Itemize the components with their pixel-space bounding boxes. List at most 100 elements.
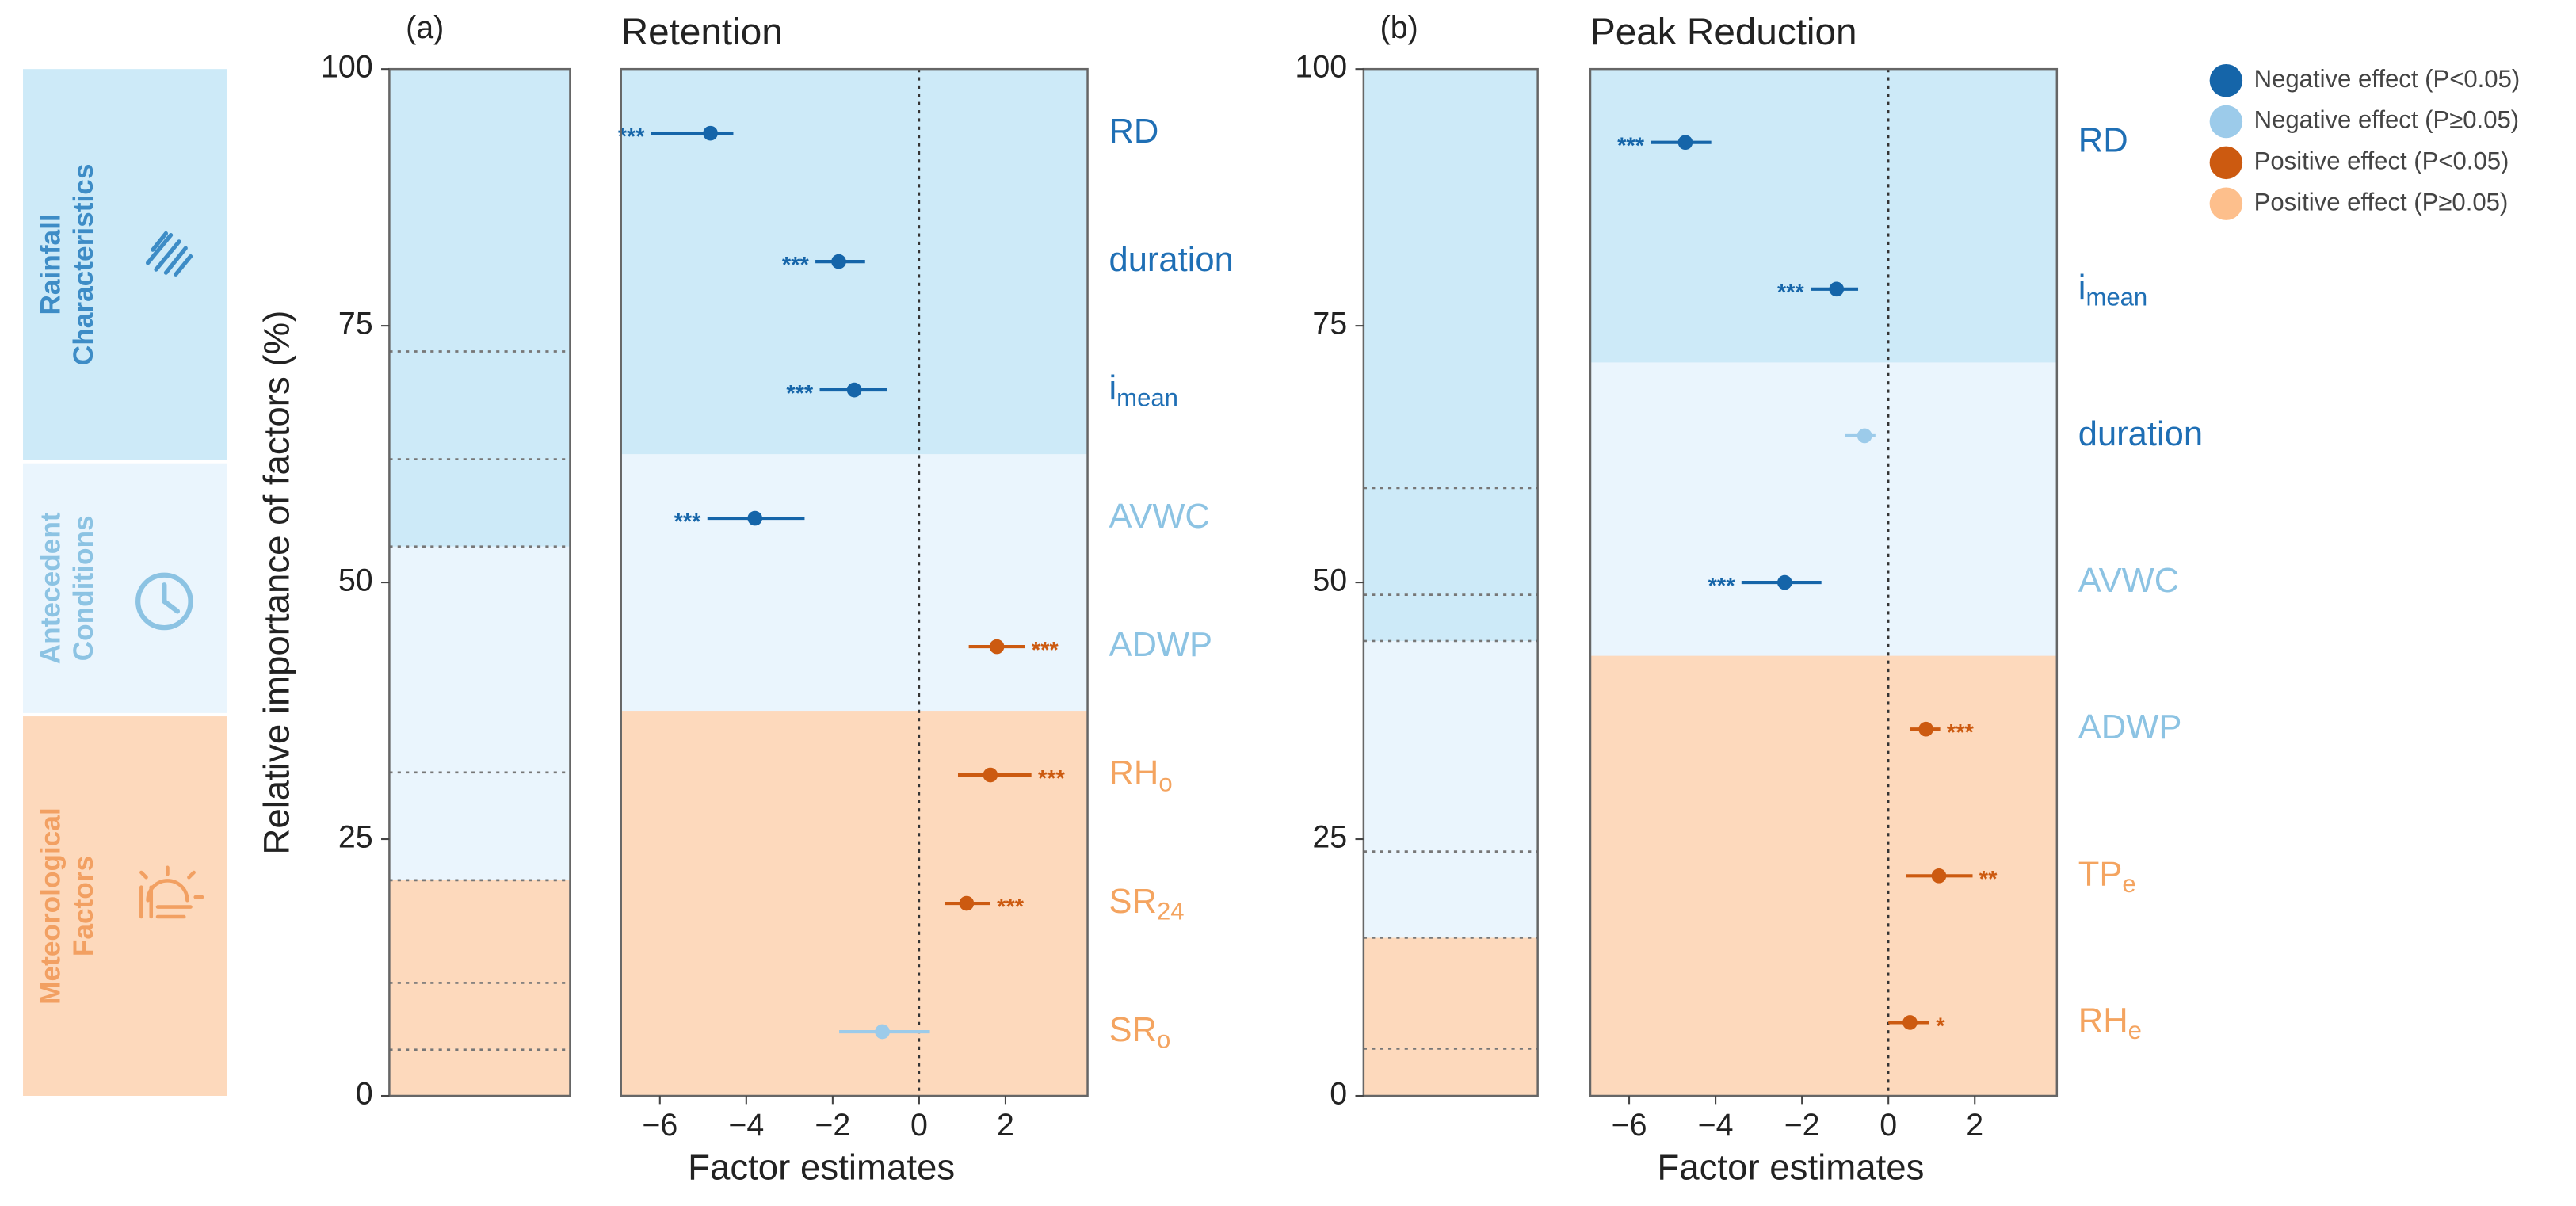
factor-label: duration [1109, 241, 1234, 279]
rain-icon [146, 231, 193, 277]
y-tick-label: 0 [356, 1076, 373, 1111]
group-icons [135, 231, 204, 919]
factor-label-main: i [1109, 369, 1117, 407]
factor-label-subscript: 24 [1157, 898, 1185, 925]
group-label: Characteristics [68, 164, 99, 366]
x-tick-label: 0 [1880, 1108, 1897, 1143]
significance-stars: *** [618, 124, 646, 150]
estimate-point [703, 125, 718, 141]
factor-label-main: duration [2078, 414, 2203, 452]
importance-segment [1363, 851, 1538, 938]
row-band [620, 839, 1088, 969]
row-band [620, 454, 1088, 584]
importance-segment [1363, 69, 1538, 488]
row-band [1589, 802, 2057, 950]
importance-segment [389, 69, 571, 352]
significance-stars: *** [1617, 134, 1645, 159]
estimate-point [1902, 1015, 1918, 1030]
group-label: Factors [68, 856, 99, 956]
x-tick-label: −6 [642, 1108, 677, 1143]
row-band [1589, 509, 2057, 657]
y-tick-label: 100 [1295, 50, 1347, 85]
group-panel [23, 463, 227, 713]
estimate-point [1677, 135, 1693, 151]
importance-segment [1363, 594, 1538, 641]
significance-stars: * [1936, 1013, 1945, 1039]
x-tick-label: 2 [1966, 1108, 1983, 1143]
group-label: Rainfall [36, 214, 67, 315]
estimate-point [846, 382, 862, 398]
x-tick-label: −2 [1784, 1108, 1820, 1143]
estimate-point [1829, 281, 1845, 297]
factor-label-subscript: e [2122, 870, 2135, 898]
x-tick-label: −4 [1698, 1108, 1734, 1143]
sun-icon [139, 865, 204, 919]
x-tick-label: 2 [997, 1108, 1014, 1143]
estimate-point [1857, 428, 1872, 444]
factor-label-main: ADWP [2078, 708, 2182, 746]
legend-marker [2209, 105, 2243, 139]
factor-label: RD [2078, 121, 2128, 159]
clock-icon [135, 572, 193, 631]
group-panel [23, 716, 227, 1097]
legend-label: Positive effect (P<0.05) [2254, 147, 2509, 175]
importance-segment [1363, 1048, 1538, 1097]
y-tick-label: 0 [1330, 1076, 1347, 1111]
estimate-point [1777, 574, 1792, 590]
significance-stars: *** [1947, 720, 1975, 746]
importance-segment [389, 880, 571, 983]
y-axis-label: Relative importance of factors (%) [257, 311, 297, 855]
y-tick-label: 75 [338, 307, 373, 342]
factor-label: RHo [1109, 754, 1173, 797]
y-tick-label: 50 [1312, 563, 1347, 597]
importance-segment [1363, 487, 1538, 595]
y-tick-label: 75 [1312, 307, 1347, 342]
importance-segment [1363, 937, 1538, 1049]
estimate-point [831, 254, 846, 269]
x-tick-label: −4 [728, 1108, 764, 1143]
importance-segment [389, 983, 571, 1050]
row-band [1589, 362, 2057, 510]
estimate-point [989, 639, 1005, 655]
y-tick-label: 25 [1312, 819, 1347, 854]
legend-label: Negative effect (P<0.05) [2254, 65, 2521, 93]
importance-segment [1363, 640, 1538, 852]
importance-segment [389, 772, 571, 880]
y-tick-label: 50 [338, 563, 373, 597]
factor-label: imean [2078, 268, 2147, 311]
factor-label-subscript: mean [2086, 284, 2147, 311]
estimate-point [959, 895, 975, 911]
panel-frame [1589, 67, 2059, 1097]
factor-label: ADWP [1109, 626, 1213, 664]
factor-label-main: TP [2078, 855, 2123, 893]
significance-stars: *** [1032, 638, 1059, 663]
x-tick-label: −6 [1612, 1108, 1647, 1143]
importance-segment [389, 459, 571, 547]
group-panel [23, 69, 227, 460]
y-tick-label: 100 [321, 50, 373, 85]
factor-label-subscript: mean [1116, 384, 1178, 412]
estimate-point [1918, 721, 1933, 737]
row-band [1589, 655, 2057, 803]
significance-stars: *** [786, 381, 814, 406]
factor-label: AVWC [2078, 562, 2179, 600]
estimate-point [747, 510, 763, 526]
legend-marker [2209, 187, 2243, 220]
chart-title: Retention [621, 11, 783, 53]
importance-segment [389, 546, 571, 773]
group-label: Antecedent [36, 512, 67, 664]
x-tick-label: −2 [815, 1108, 850, 1143]
factor-label-main: SR [1109, 1011, 1157, 1049]
estimate-point [1931, 868, 1947, 884]
significance-stars: *** [997, 895, 1025, 920]
panel-label: (a) [406, 10, 444, 45]
panel-label: (b) [1380, 10, 1418, 45]
factor-label-main: RH [2078, 1002, 2128, 1040]
factor-label-main: RD [2078, 121, 2128, 159]
significance-stars: *** [782, 253, 810, 278]
factor-label-subscript: e [2128, 1017, 2142, 1044]
factor-label-subscript: o [1157, 1026, 1170, 1054]
factor-label: SRo [1109, 1011, 1171, 1054]
